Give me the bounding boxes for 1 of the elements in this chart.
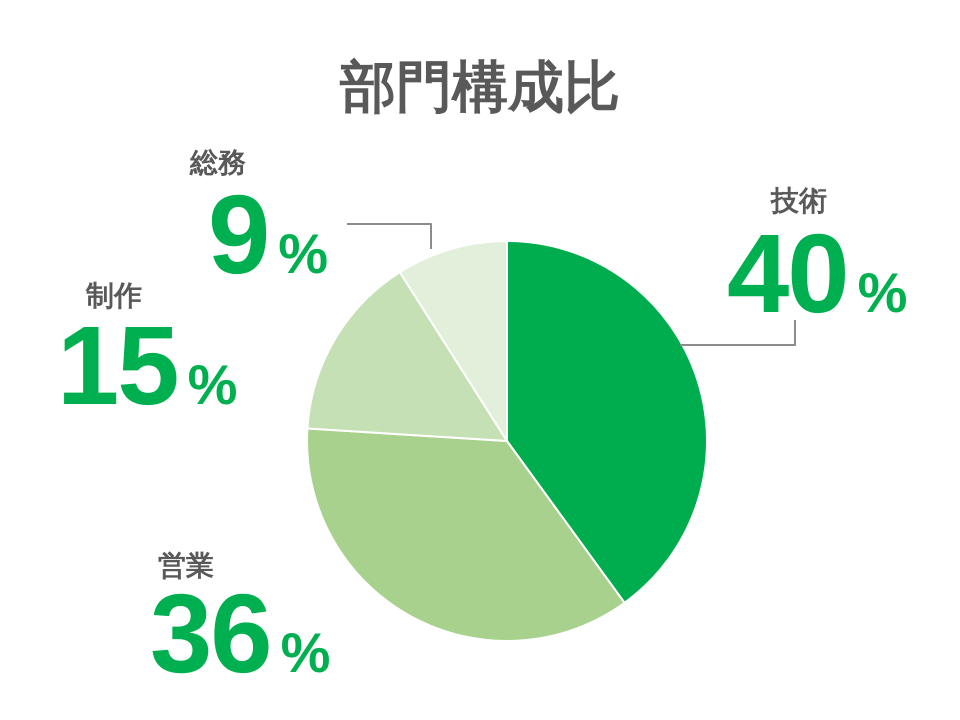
- chart-title: 部門構成比: [338, 54, 621, 122]
